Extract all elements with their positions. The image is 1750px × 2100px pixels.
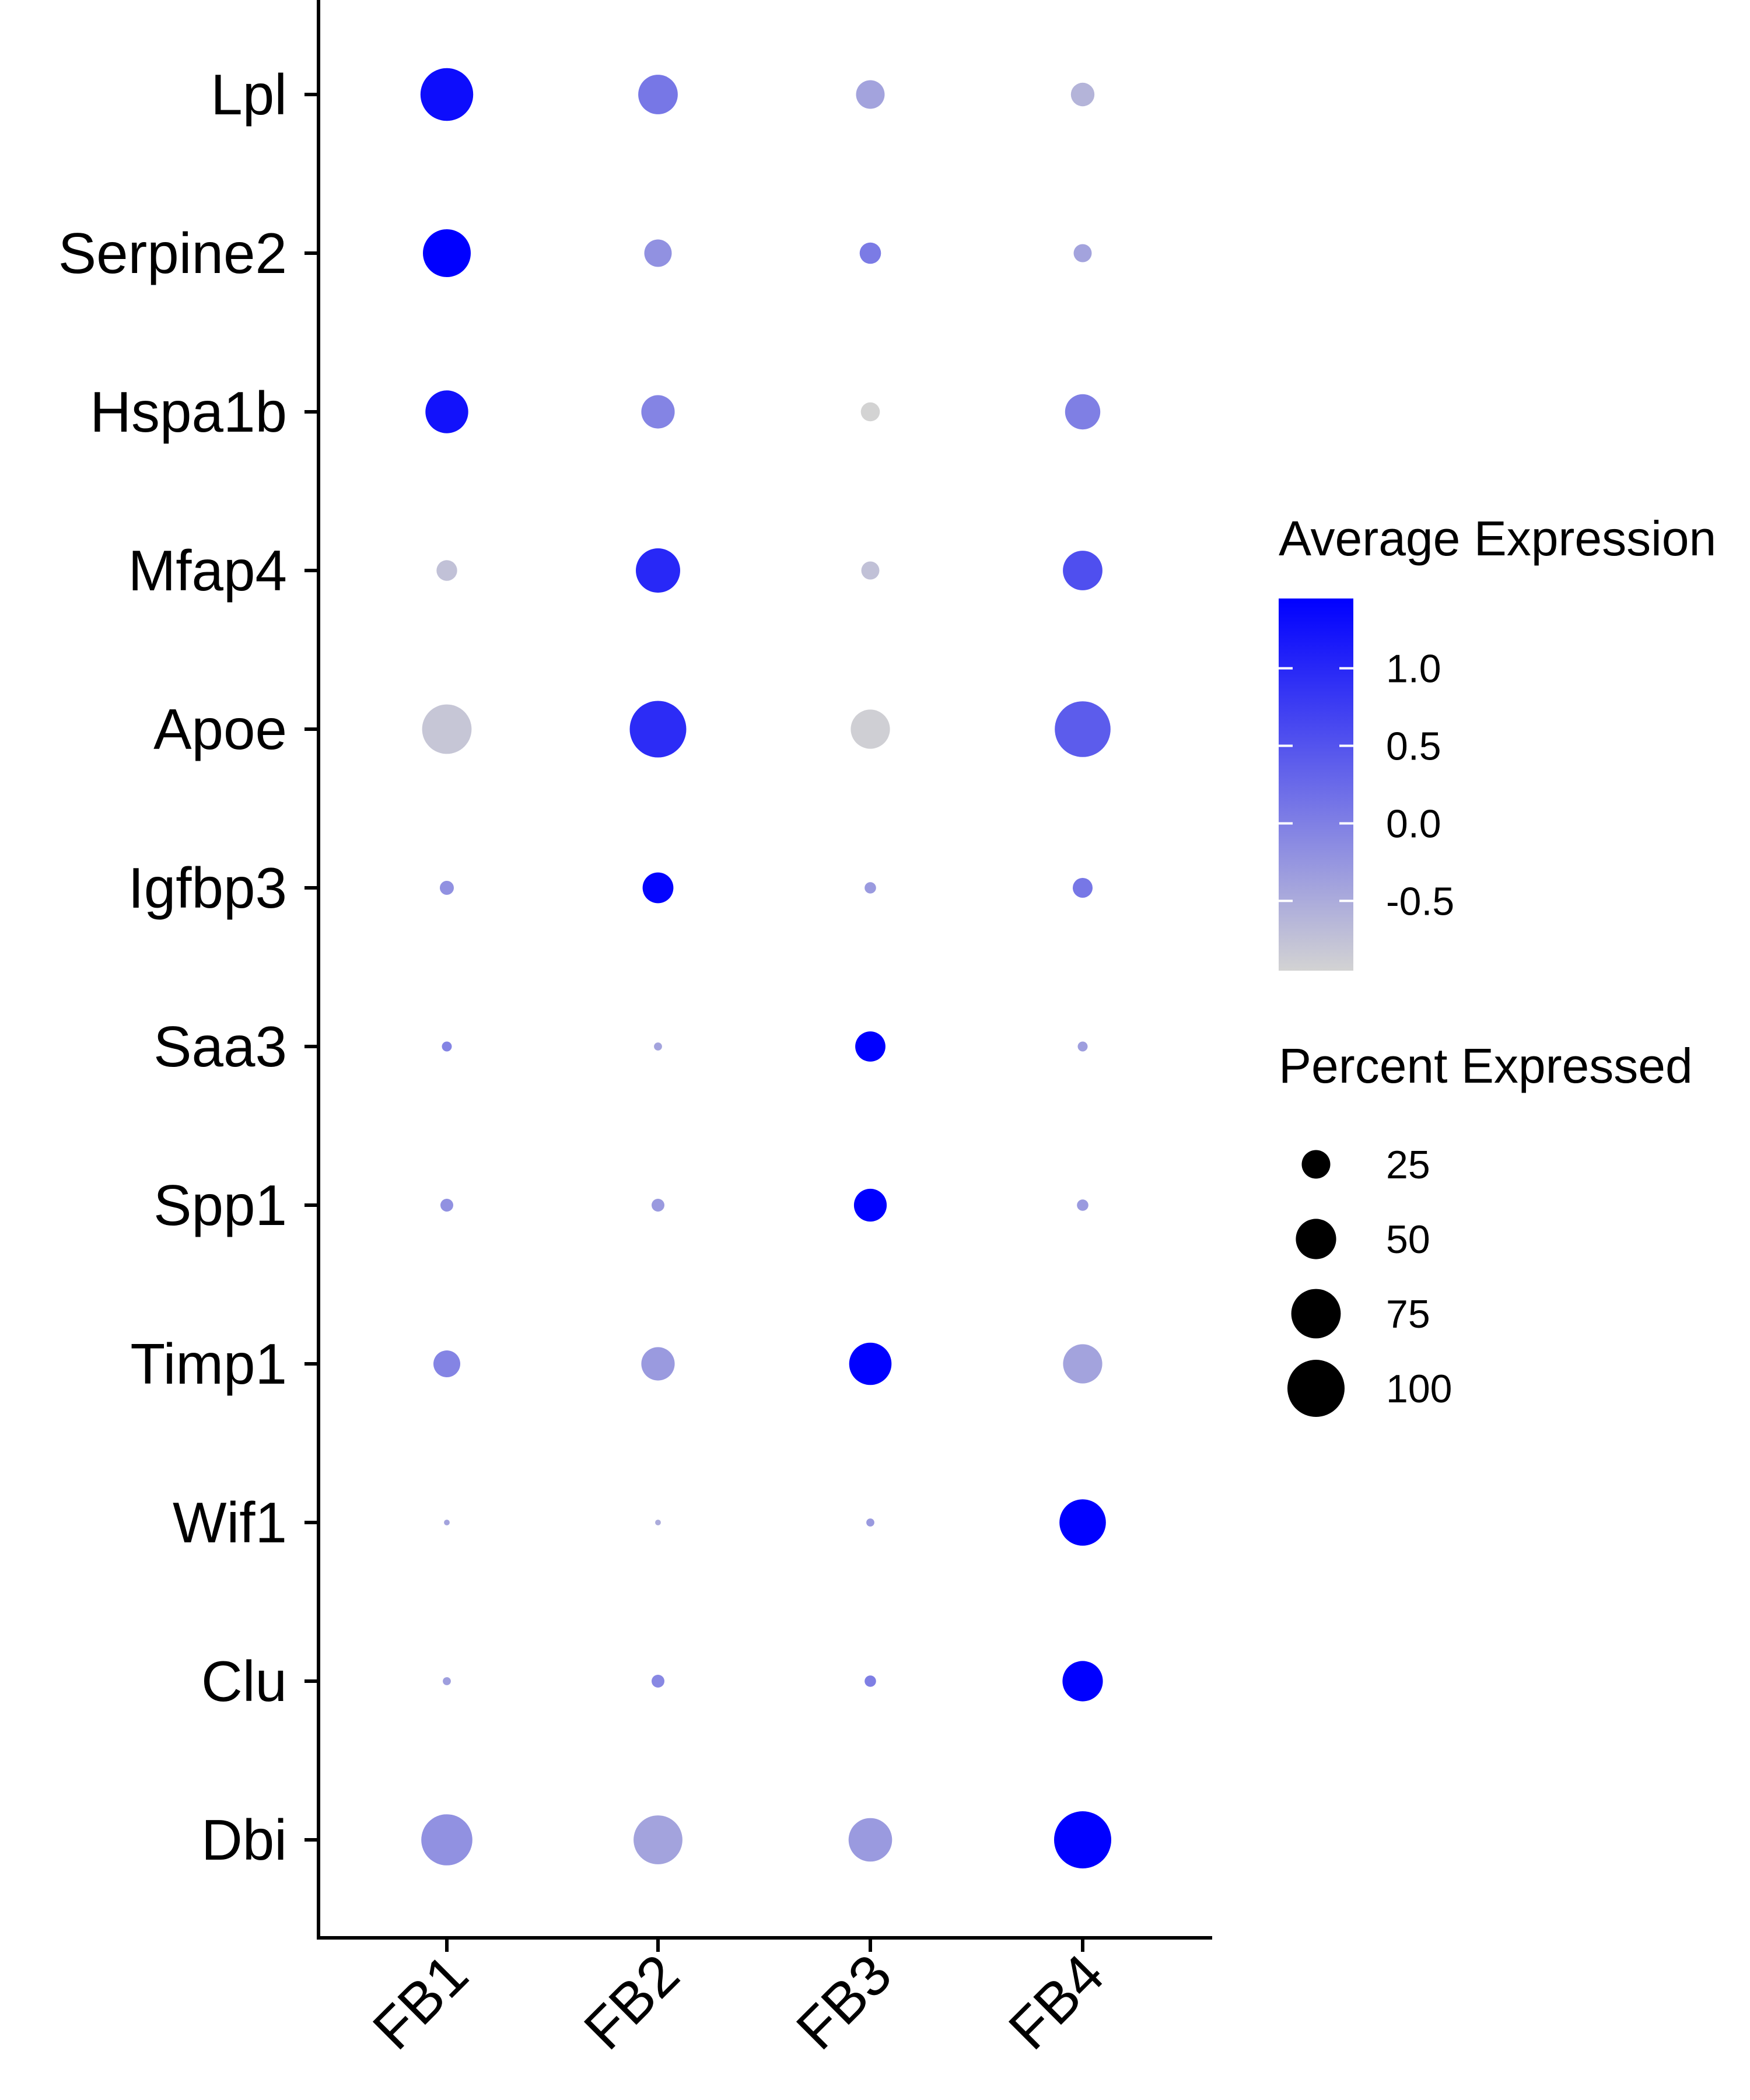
dot-hspa1b-fb3	[860, 402, 880, 422]
y-tick-label-hspa1b: Hspa1b	[90, 380, 287, 444]
color-legend-label: 0.5	[1386, 724, 1441, 769]
dot-wif1-fb1	[444, 1520, 450, 1525]
dot-wif1-fb2	[655, 1520, 661, 1525]
y-tick-label-serpine2: Serpine2	[58, 221, 287, 285]
dot-serpine2-fb1	[423, 229, 471, 277]
dot-lpl-fb3	[856, 80, 885, 109]
dot-saa3-fb4	[1077, 1041, 1088, 1052]
x-tick-label-fb2: FB2	[572, 1942, 691, 2062]
dot-mfap4-fb3	[861, 561, 880, 580]
dot-igfbp3-fb1	[440, 881, 454, 895]
dot-wif1-fb4	[1059, 1499, 1106, 1546]
dot-saa3-fb3	[855, 1031, 886, 1062]
color-legend-label: -0.5	[1386, 879, 1454, 923]
dot-timp1-fb4	[1063, 1344, 1102, 1384]
dot-timp1-fb3	[849, 1342, 892, 1385]
size-legend-dot	[1291, 1289, 1341, 1339]
size-legend-label: 75	[1386, 1292, 1430, 1336]
dot-igfbp3-fb4	[1073, 878, 1093, 898]
dot-spp1-fb1	[440, 1199, 453, 1212]
dot-saa3-fb1	[442, 1041, 452, 1052]
y-tick-label-mfap4: Mfap4	[128, 538, 287, 603]
size-legend-label: 50	[1386, 1217, 1430, 1262]
y-tick-label-clu: Clu	[201, 1649, 287, 1713]
x-tick-label-fb4: FB4	[996, 1942, 1116, 2062]
dot-mfap4-fb2	[636, 548, 680, 593]
dot-apoe-fb4	[1055, 701, 1111, 757]
size-legend-dot	[1287, 1360, 1345, 1417]
color-legend-title: Average Expression	[1279, 511, 1716, 566]
dot-dbi-fb2	[634, 1815, 682, 1864]
dot-hspa1b-fb2	[641, 395, 675, 429]
dot-apoe-fb3	[850, 709, 890, 749]
dot-spp1-fb4	[1077, 1199, 1088, 1211]
dot-lpl-fb4	[1070, 82, 1095, 107]
size-legend-dot	[1296, 1219, 1336, 1259]
dot-dbi-fb3	[848, 1818, 892, 1862]
dot-hspa1b-fb1	[425, 390, 468, 433]
dot-serpine2-fb3	[859, 242, 881, 264]
dot-apoe-fb2	[629, 701, 687, 758]
x-tick-label-fb1: FB1	[360, 1942, 480, 2062]
dot-mfap4-fb1	[436, 560, 457, 581]
dot-clu-fb2	[652, 1675, 664, 1688]
dot-spp1-fb2	[652, 1199, 664, 1212]
dot-spp1-fb3	[853, 1188, 887, 1222]
y-tick-label-saa3: Saa3	[153, 1014, 287, 1079]
dot-mfap4-fb4	[1063, 551, 1102, 590]
dot-igfbp3-fb3	[864, 882, 876, 894]
dot-timp1-fb2	[641, 1347, 675, 1381]
dot-clu-fb3	[864, 1675, 876, 1687]
dot-lpl-fb2	[638, 75, 678, 114]
dot-serpine2-fb4	[1073, 244, 1092, 262]
y-tick-label-spp1: Spp1	[153, 1173, 287, 1237]
dot-hspa1b-fb4	[1065, 394, 1101, 430]
y-tick-label-igfbp3: Igfbp3	[128, 856, 287, 920]
size-legend-title: Percent Expressed	[1279, 1038, 1693, 1093]
color-legend-bar	[1279, 598, 1353, 971]
dot-lpl-fb1	[420, 68, 474, 121]
y-tick-label-dbi: Dbi	[201, 1808, 287, 1872]
dot-dbi-fb1	[421, 1814, 473, 1866]
dot-serpine2-fb2	[644, 239, 672, 267]
color-legend-label: 1.0	[1386, 647, 1441, 691]
dot-clu-fb4	[1062, 1661, 1103, 1702]
y-tick-label-wif1: Wif1	[173, 1490, 287, 1555]
dot-igfbp3-fb2	[642, 872, 674, 904]
size-legend-label: 25	[1386, 1143, 1430, 1187]
dot-saa3-fb2	[654, 1042, 662, 1051]
dot-clu-fb1	[443, 1677, 451, 1685]
y-tick-label-apoe: Apoe	[153, 697, 287, 761]
size-legend-label: 100	[1386, 1367, 1452, 1411]
dot-apoe-fb1	[422, 704, 472, 754]
y-tick-label-lpl: Lpl	[211, 62, 287, 127]
color-legend-label: 0.0	[1386, 802, 1441, 846]
dot-wif1-fb3	[866, 1518, 874, 1527]
dot-dbi-fb4	[1054, 1811, 1111, 1868]
size-legend-dot	[1301, 1150, 1331, 1179]
y-tick-label-timp1: Timp1	[130, 1332, 287, 1396]
dot-timp1-fb1	[433, 1350, 460, 1377]
x-tick-label-fb3: FB3	[784, 1942, 904, 2062]
